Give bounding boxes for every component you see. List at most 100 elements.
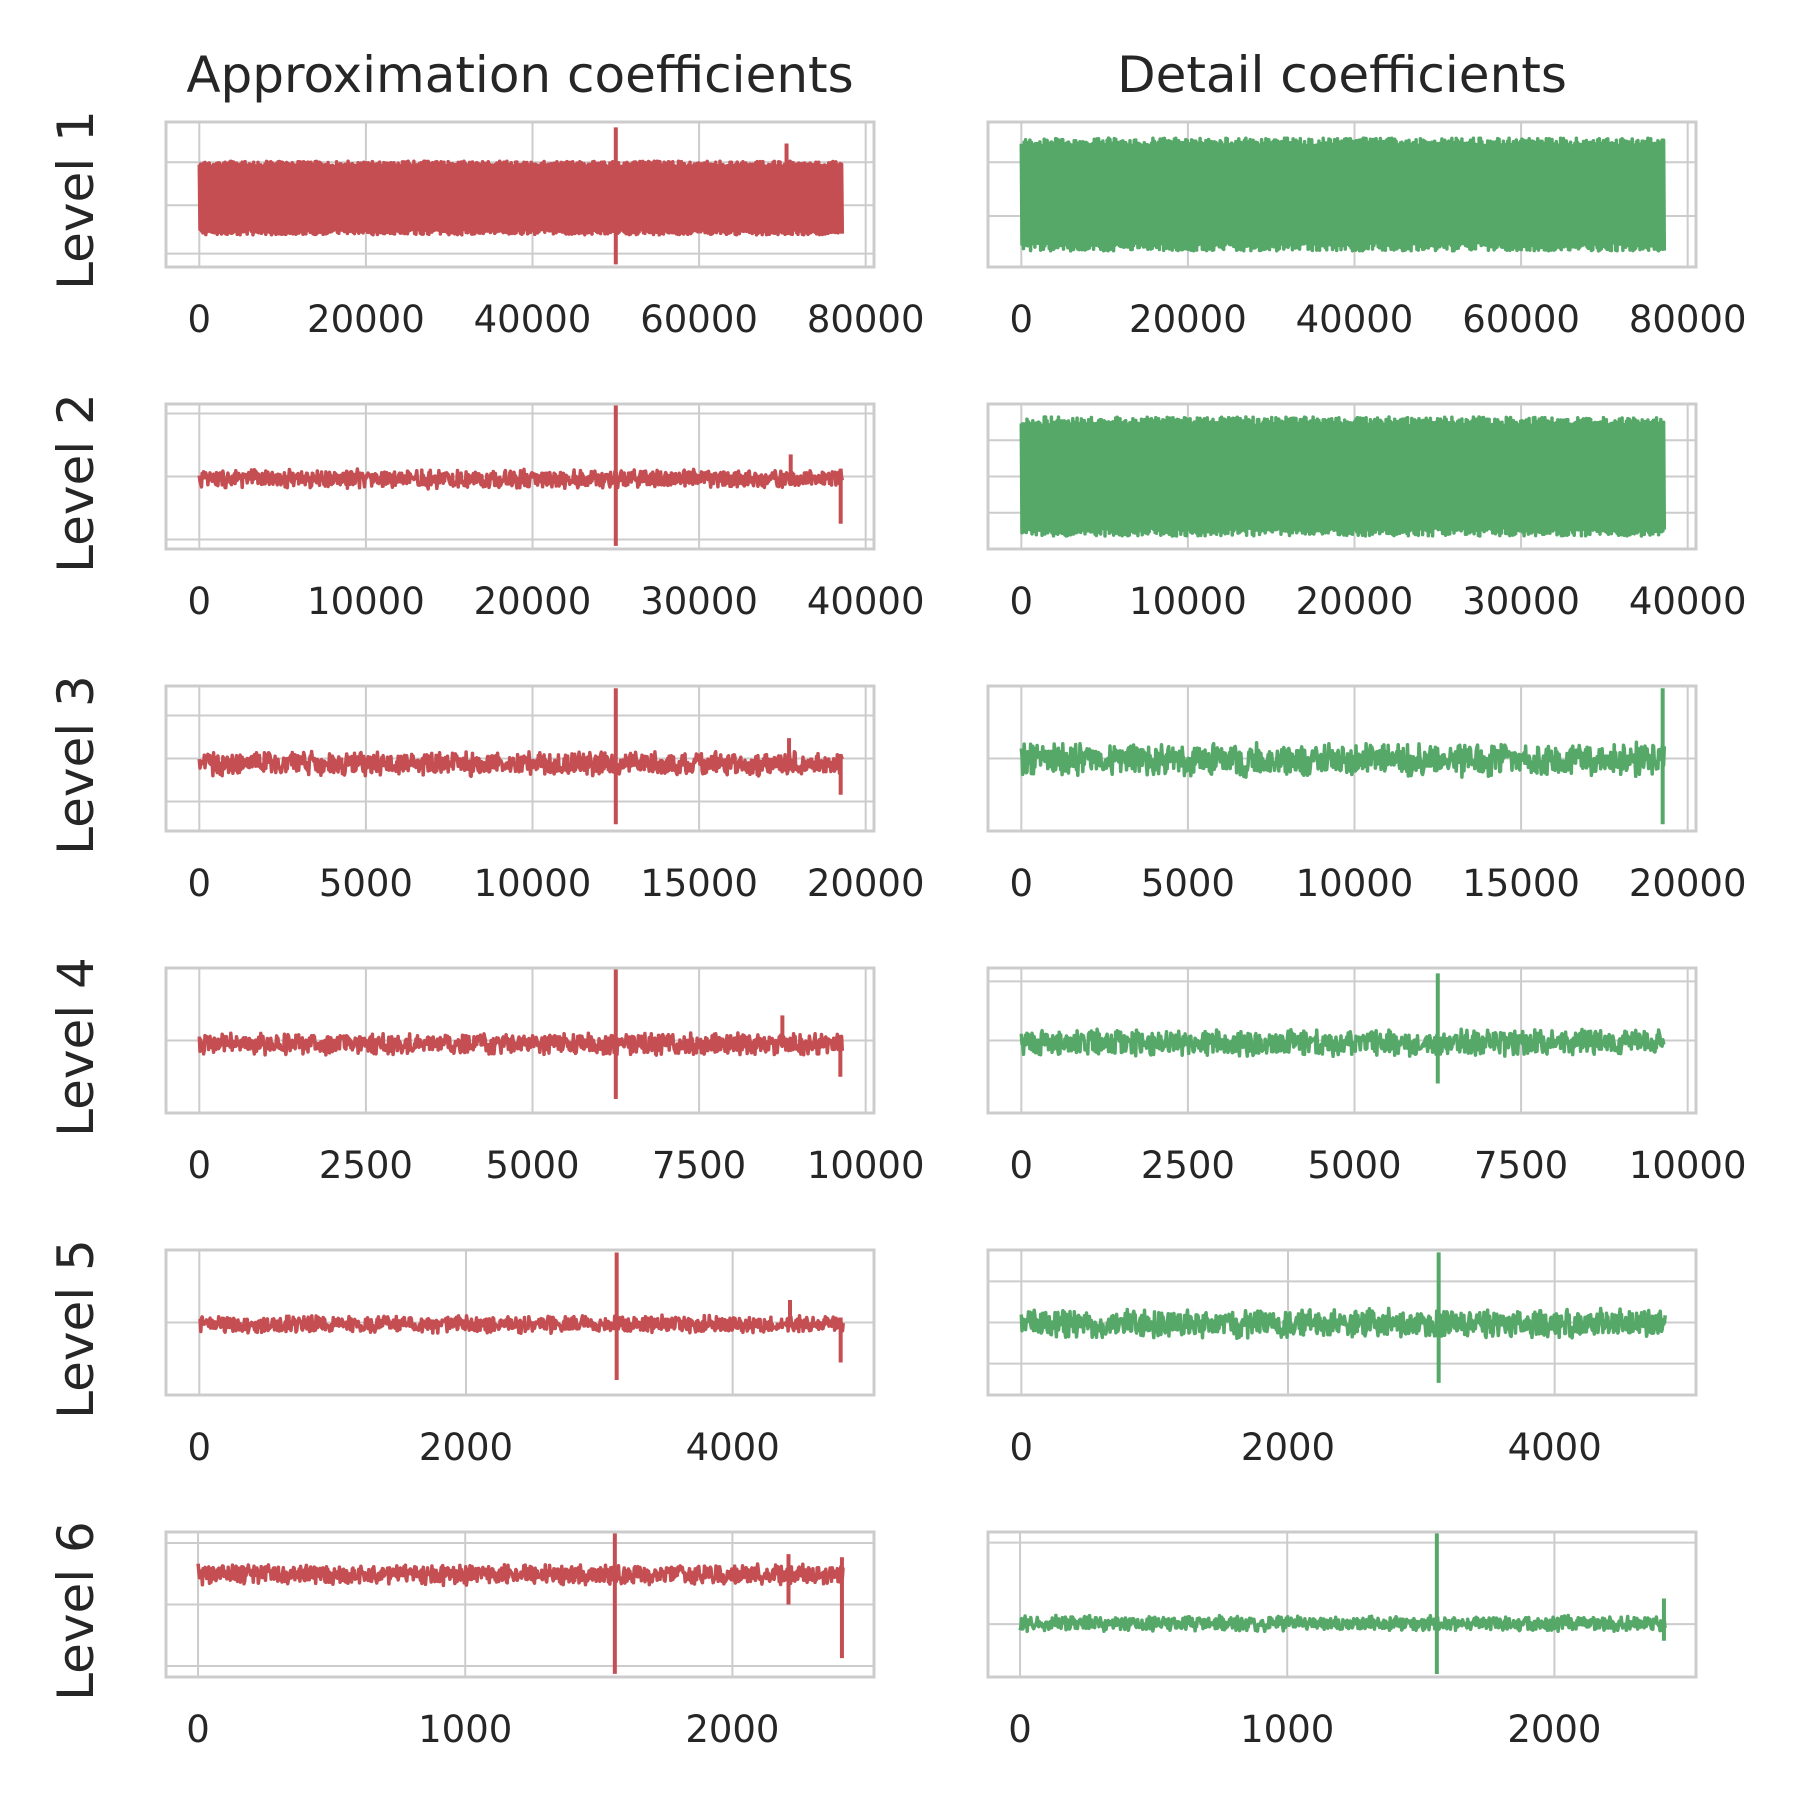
row-label-level-3: Level 3 <box>47 675 105 855</box>
subplot-grid: 0 20000 40000 60000 80000 0 20000 40000 60000 800… <box>164 120 1747 1751</box>
x-tick-label: 15000 <box>1462 862 1580 905</box>
x-tick-label: 1000 <box>418 1708 512 1751</box>
series-line <box>1018 1613 1667 1634</box>
x-tick-label: 2000 <box>419 1426 513 1469</box>
panel-level-6-detail: 0 1000 2000 <box>986 1530 1698 1751</box>
x-tick-label: 5000 <box>319 862 413 905</box>
series-line <box>1019 1306 1667 1341</box>
x-tick-label: 60000 <box>1462 298 1580 341</box>
series-line <box>1019 415 1667 538</box>
x-tick-label: 20000 <box>1296 580 1414 623</box>
x-tick-label: 0 <box>188 298 212 341</box>
x-tick-label: 0 <box>1010 1426 1034 1469</box>
axes-frame <box>164 1530 876 1679</box>
row-label-level-5: Level 5 <box>47 1239 105 1419</box>
row-label-level-1: Level 1 <box>47 110 105 290</box>
x-tick-label: 0 <box>186 1708 210 1751</box>
x-tick-label: 5000 <box>485 1144 579 1187</box>
x-tick-label: 20000 <box>1629 862 1747 905</box>
axes-frame <box>986 402 1698 551</box>
x-tick-label: 7500 <box>1474 1144 1568 1187</box>
axes-frame <box>164 684 876 833</box>
x-tick-label: 2000 <box>685 1708 779 1751</box>
x-tick-label: 2000 <box>1241 1426 1335 1469</box>
x-tick-label: 4000 <box>1508 1426 1602 1469</box>
panel-level-3-detail: 0 5000 10000 15000 20000 <box>986 684 1747 905</box>
x-tick-label: 10000 <box>307 580 425 623</box>
x-tick-label: 0 <box>188 580 212 623</box>
x-tick-label: 15000 <box>640 862 758 905</box>
axes-frame <box>164 402 876 551</box>
series-line <box>197 467 845 491</box>
panel-level-6-approximation: 0 1000 2000 <box>164 1530 876 1751</box>
x-tick-label: 80000 <box>1629 298 1747 341</box>
x-tick-label: 60000 <box>640 298 758 341</box>
x-tick-label: 30000 <box>1462 580 1580 623</box>
x-tick-label: 10000 <box>1629 1144 1747 1187</box>
column-title-approximation: Approximation coefficients <box>186 46 853 104</box>
x-tick-label: 0 <box>1010 580 1034 623</box>
x-tick-label: 0 <box>1008 1708 1032 1751</box>
x-tick-label: 30000 <box>640 580 758 623</box>
panel-level-3-approximation: 0 5000 10000 15000 20000 <box>164 684 925 905</box>
series-line <box>1019 1027 1666 1059</box>
x-tick-label: 0 <box>188 1426 212 1469</box>
x-tick-label: 0 <box>188 1144 212 1187</box>
row-label-level-4: Level 4 <box>47 957 105 1137</box>
panel-level-2-approximation: 0 10000 20000 30000 40000 <box>164 402 925 623</box>
x-tick-label: 10000 <box>807 1144 925 1187</box>
x-tick-label: 0 <box>1010 1144 1034 1187</box>
panel-level-1-detail: 0 20000 40000 60000 80000 <box>986 120 1747 341</box>
x-tick-label: 5000 <box>1141 862 1235 905</box>
axes-frame <box>986 120 1698 269</box>
axes-frame <box>986 1248 1698 1397</box>
series-line <box>1019 136 1667 253</box>
x-tick-label: 0 <box>188 862 212 905</box>
x-tick-label: 5000 <box>1307 1144 1401 1187</box>
x-tick-label: 10000 <box>1296 862 1414 905</box>
x-tick-label: 2500 <box>1141 1144 1235 1187</box>
panel-level-5-approximation: 0 2000 4000 <box>164 1248 876 1469</box>
x-tick-label: 40000 <box>1629 580 1747 623</box>
axes-frame <box>164 120 876 269</box>
series-line <box>197 159 845 237</box>
x-tick-label: 0 <box>1010 298 1034 341</box>
row-label-level-2: Level 2 <box>47 393 105 573</box>
axes-frame <box>164 1248 876 1397</box>
panel-level-4-approximation: 0 2500 5000 7500 10000 <box>164 966 925 1187</box>
x-tick-label: 10000 <box>1129 580 1247 623</box>
x-tick-label: 7500 <box>652 1144 746 1187</box>
series-line <box>197 1031 845 1057</box>
series-line <box>196 1562 845 1588</box>
x-tick-label: 20000 <box>474 580 592 623</box>
x-tick-label: 2500 <box>319 1144 413 1187</box>
x-tick-label: 40000 <box>1296 298 1414 341</box>
x-tick-label: 10000 <box>474 862 592 905</box>
panel-level-2-detail: 0 10000 20000 30000 40000 <box>986 402 1747 623</box>
x-tick-label: 2000 <box>1507 1708 1601 1751</box>
x-tick-label: 1000 <box>1240 1708 1334 1751</box>
row-labels: Level 1 Level 2 Level 3 Level 4 Level 5 … <box>47 110 105 1701</box>
x-tick-label: 40000 <box>474 298 592 341</box>
series-line <box>197 749 844 779</box>
column-title-detail: Detail coefficients <box>1117 46 1567 104</box>
x-tick-label: 4000 <box>686 1426 780 1469</box>
panel-level-5-detail: 0 2000 4000 <box>986 1248 1698 1469</box>
series-line <box>198 1313 845 1336</box>
x-tick-label: 20000 <box>1129 298 1247 341</box>
x-tick-label: 40000 <box>807 580 925 623</box>
panel-level-4-detail: 0 2500 5000 7500 10000 <box>986 966 1747 1187</box>
x-tick-label: 20000 <box>307 298 425 341</box>
panel-level-1-approximation: 0 20000 40000 60000 80000 <box>164 120 925 341</box>
axes-frame <box>986 1530 1698 1679</box>
series-line <box>1019 740 1667 779</box>
axes-frame <box>986 966 1698 1115</box>
x-tick-label: 80000 <box>807 298 925 341</box>
row-label-level-6: Level 6 <box>47 1521 105 1701</box>
x-tick-label: 0 <box>1010 862 1034 905</box>
axes-frame <box>986 684 1698 833</box>
x-tick-label: 20000 <box>807 862 925 905</box>
axes-frame <box>164 966 876 1115</box>
